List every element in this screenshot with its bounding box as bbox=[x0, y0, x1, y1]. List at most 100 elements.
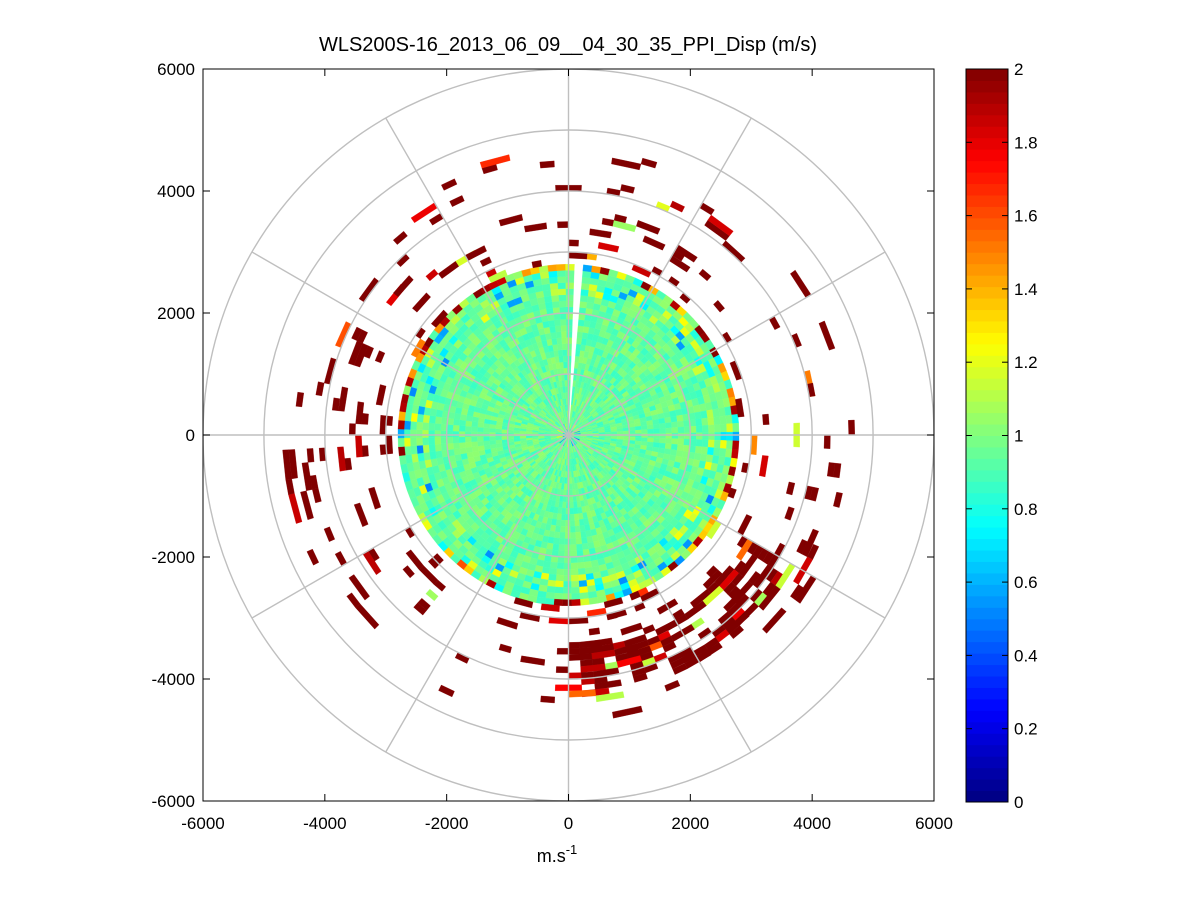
colorbar-band bbox=[966, 160, 1008, 173]
data-cell bbox=[578, 518, 585, 526]
x-tick-label: 0 bbox=[564, 814, 573, 833]
data-cell bbox=[571, 593, 581, 600]
data-cell bbox=[543, 326, 551, 335]
data-cell bbox=[573, 501, 578, 509]
data-cell bbox=[410, 445, 418, 455]
data-cell bbox=[641, 433, 648, 438]
data-cell bbox=[566, 331, 573, 338]
colorbar-band bbox=[966, 332, 1008, 345]
x-axis-label-exponent: -1 bbox=[566, 842, 578, 857]
data-cell bbox=[573, 513, 580, 521]
data-cell bbox=[623, 430, 630, 435]
data-cell bbox=[409, 429, 417, 438]
data-cell bbox=[416, 445, 424, 454]
data-cell bbox=[446, 430, 453, 438]
data-cell bbox=[647, 437, 654, 443]
data-cell bbox=[459, 447, 467, 455]
data-cell bbox=[548, 270, 558, 278]
data-cell bbox=[552, 344, 559, 352]
data-cell bbox=[547, 264, 558, 272]
data-cell bbox=[306, 448, 315, 463]
data-cell bbox=[562, 587, 572, 594]
data-cell bbox=[720, 440, 727, 449]
colorbar-band bbox=[966, 572, 1008, 585]
colorbar-band bbox=[966, 676, 1008, 688]
data-cell bbox=[555, 580, 564, 588]
colorbar-band bbox=[966, 275, 1008, 288]
data-cell bbox=[671, 421, 679, 428]
data-cell bbox=[708, 424, 715, 433]
x-tick-label: 4000 bbox=[793, 814, 831, 833]
colorbar-tick-label: 0 bbox=[1014, 793, 1023, 812]
data-cell bbox=[570, 574, 579, 582]
data-cell bbox=[428, 415, 436, 424]
data-cell bbox=[583, 561, 592, 569]
colorbar-tick-label: 0.2 bbox=[1014, 720, 1038, 739]
colorbar-band bbox=[966, 458, 1008, 471]
data-cell bbox=[483, 436, 490, 442]
data-cell bbox=[458, 442, 466, 449]
data-cell bbox=[653, 437, 660, 444]
data-cell bbox=[653, 428, 661, 434]
colorbar-band bbox=[966, 183, 1008, 196]
data-cell bbox=[416, 437, 423, 446]
data-cell bbox=[581, 542, 589, 551]
colorbar-band bbox=[966, 744, 1008, 757]
data-cell bbox=[489, 427, 496, 433]
data-cell bbox=[640, 425, 648, 431]
data-cell bbox=[565, 392, 569, 399]
colorbar-band bbox=[966, 653, 1008, 666]
data-cell bbox=[646, 424, 654, 430]
data-cell bbox=[677, 432, 685, 440]
data-cell bbox=[576, 331, 584, 339]
data-cell bbox=[577, 319, 585, 327]
data-cell bbox=[671, 432, 679, 439]
data-cell bbox=[588, 597, 599, 605]
data-cell bbox=[695, 439, 703, 447]
data-cell bbox=[513, 435, 521, 439]
colorbar-band bbox=[966, 389, 1008, 402]
data-cell bbox=[569, 489, 573, 497]
colorbar-tick-label: 1.6 bbox=[1014, 207, 1038, 226]
data-cell bbox=[548, 567, 557, 575]
data-cell bbox=[671, 427, 679, 434]
data-cell bbox=[562, 599, 572, 606]
data-cell bbox=[586, 535, 594, 544]
data-cell bbox=[554, 586, 564, 594]
data-cell bbox=[665, 438, 673, 445]
data-cell bbox=[471, 441, 478, 448]
colorbar-band bbox=[966, 584, 1008, 597]
data-cell bbox=[560, 519, 566, 527]
colorbar-band bbox=[966, 538, 1008, 551]
data-cell bbox=[465, 446, 473, 454]
data-cell bbox=[569, 507, 575, 515]
data-cell bbox=[399, 454, 407, 465]
data-cell bbox=[713, 439, 721, 449]
data-cell bbox=[564, 379, 568, 387]
colorbar-band bbox=[966, 767, 1008, 780]
data-cell bbox=[558, 355, 564, 363]
data-cell bbox=[580, 289, 589, 297]
data-cell bbox=[549, 282, 559, 290]
data-cell bbox=[565, 398, 569, 405]
data-cell bbox=[580, 530, 587, 539]
data-cell bbox=[477, 426, 484, 433]
colorbar-band bbox=[966, 630, 1008, 643]
data-cell bbox=[361, 445, 369, 457]
data-cell bbox=[563, 556, 571, 564]
data-cell bbox=[549, 325, 557, 334]
data-cell bbox=[580, 536, 588, 545]
colorbar-band bbox=[966, 80, 1008, 93]
colorbar-band bbox=[966, 664, 1008, 677]
colorbar-band bbox=[966, 527, 1008, 540]
colorbar-band bbox=[966, 252, 1008, 265]
data-cell bbox=[732, 431, 740, 442]
data-cell bbox=[701, 417, 709, 426]
colorbar-band bbox=[966, 733, 1008, 746]
data-cell bbox=[848, 419, 855, 436]
data-cell bbox=[397, 437, 405, 448]
data-cell bbox=[726, 431, 734, 441]
data-cell bbox=[565, 282, 574, 289]
data-cell bbox=[355, 434, 363, 458]
data-cell bbox=[664, 416, 672, 424]
